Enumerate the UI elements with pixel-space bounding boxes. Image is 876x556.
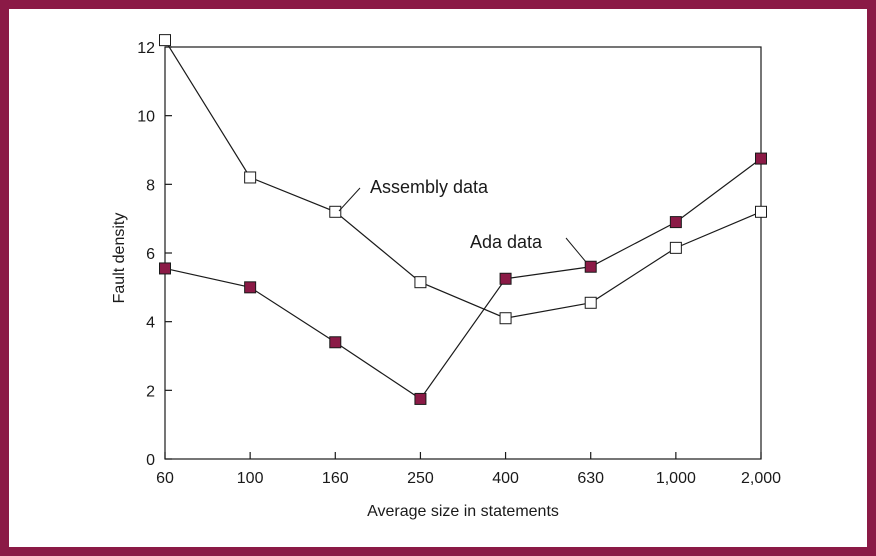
x-tick-label: 630	[577, 470, 604, 487]
y-tick-label: 8	[146, 177, 155, 194]
assembly-series-label: Assembly data	[370, 177, 489, 197]
plot-area	[164, 46, 762, 460]
x-axis-label: Average size in statements	[367, 503, 559, 520]
x-tick-label: 160	[322, 470, 349, 487]
assembly-point	[244, 171, 257, 184]
ada-point	[414, 392, 427, 405]
ada-point	[329, 336, 342, 349]
y-axis-label: Fault density	[111, 213, 128, 304]
x-tick-label: 2,000	[741, 470, 781, 487]
ada-leader-line	[565, 237, 587, 263]
y-tick-label: 6	[146, 246, 155, 263]
ada-point	[755, 152, 767, 165]
assembly-point	[159, 34, 171, 47]
assembly-point	[329, 205, 342, 218]
x-axis: 60 100 160 250 400 630 1,000 2,000	[156, 452, 781, 487]
x-tick-label: 100	[237, 470, 264, 487]
x-tick-label: 250	[407, 470, 434, 487]
series-line-assembly	[164, 39, 762, 319]
y-tick-label: 2	[146, 383, 155, 400]
y-tick-label: 4	[146, 315, 155, 332]
ada-point	[159, 262, 171, 275]
ada-point	[244, 281, 257, 294]
x-tick-label: 400	[492, 470, 519, 487]
series-line-ada	[164, 158, 762, 400]
annotations: Assembly data Ada data	[338, 177, 587, 263]
x-tick-label: 1,000	[656, 470, 696, 487]
assembly-leader-line	[338, 187, 361, 212]
y-axis: 0 2 4 6 8 10 12	[137, 40, 172, 469]
assembly-point	[669, 241, 682, 254]
y-tick-label: 12	[137, 40, 155, 57]
ada-point	[499, 272, 512, 285]
ada-series-label: Ada data	[470, 232, 543, 252]
y-tick-label: 0	[146, 452, 155, 469]
series-markers	[159, 34, 767, 405]
ada-point	[669, 216, 682, 229]
y-tick-label: 10	[137, 109, 155, 126]
x-tick-label: 60	[156, 470, 174, 487]
assembly-point	[499, 312, 512, 325]
assembly-point	[414, 276, 427, 289]
assembly-point	[584, 296, 597, 309]
ada-point	[584, 260, 597, 273]
series-lines	[164, 39, 762, 400]
assembly-point	[755, 205, 767, 218]
